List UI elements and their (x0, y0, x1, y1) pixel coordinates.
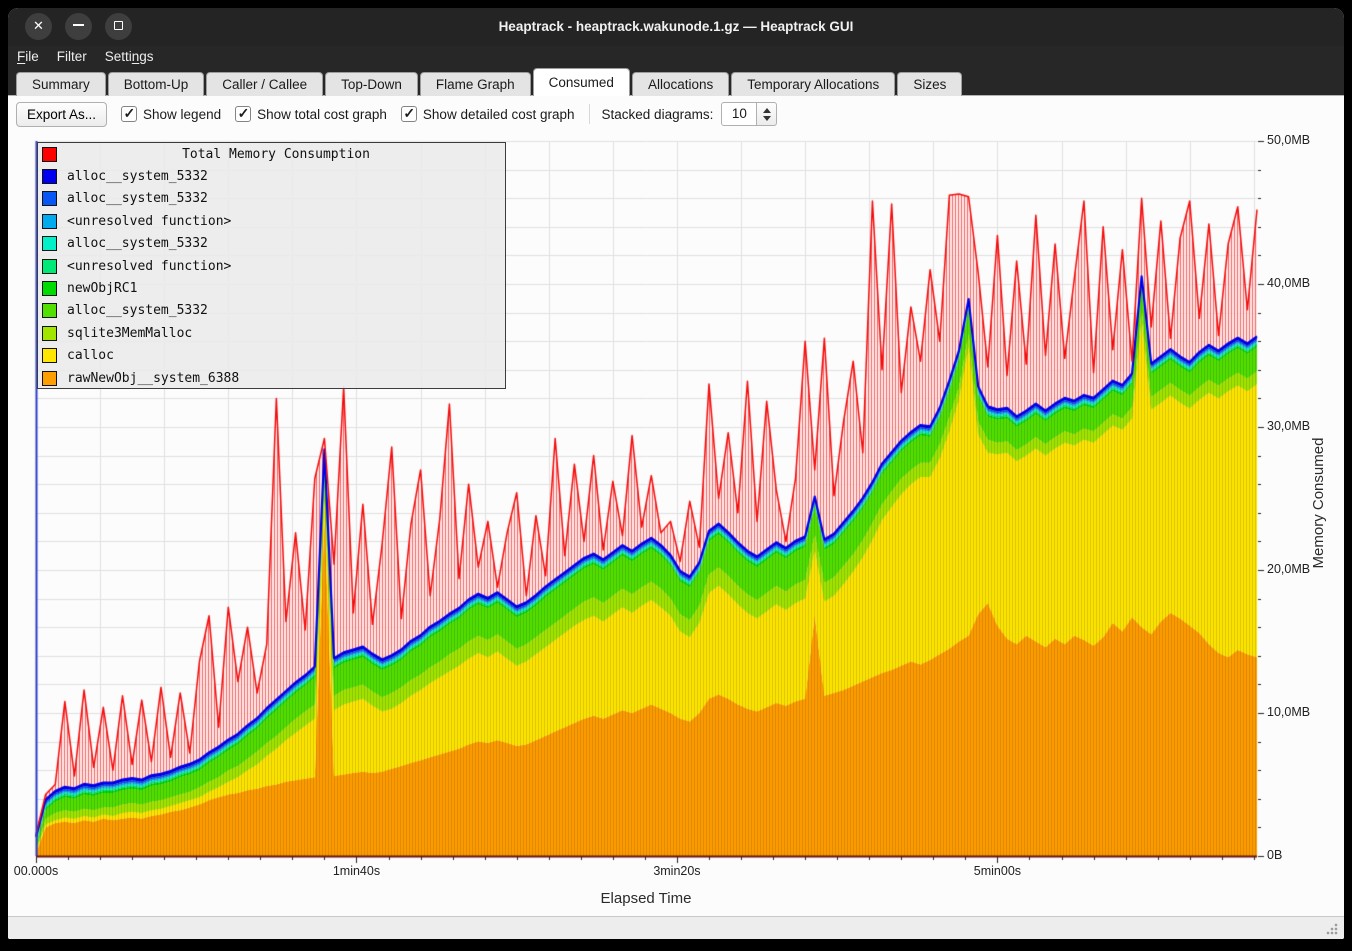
checkbox-label: Show legend (143, 106, 222, 122)
menu-item-settings[interactable]: Settings (104, 49, 154, 64)
tab-top-down[interactable]: Top-Down (325, 72, 418, 96)
legend-item: calloc (38, 345, 505, 367)
stepper-value[interactable]: 10 (721, 102, 758, 126)
x-tick-label: 5min00s (973, 864, 1022, 878)
tab-summary[interactable]: Summary (16, 72, 106, 96)
legend-label: sqlite3MemMalloc (67, 325, 193, 341)
legend-item: <unresolved function> (38, 255, 505, 277)
x-tick-label: 3min20s (653, 864, 701, 878)
legend-item: newObjRC1 (38, 277, 505, 299)
legend-item: alloc__system_5332 (38, 233, 505, 255)
legend-label: Total Memory Consumption (182, 146, 370, 162)
y-axis-title: Memory Consumed (1310, 437, 1327, 569)
y-tick-label: 40,0MB (1267, 276, 1311, 290)
y-tick-label: 50,0MB (1267, 133, 1311, 147)
legend-swatch (42, 348, 57, 364)
y-tick-label: 0B (1267, 848, 1283, 862)
legend-item: alloc__system_5332 (38, 165, 505, 187)
legend-swatch (42, 281, 57, 297)
legend-swatch (42, 191, 57, 207)
legend-swatch (42, 146, 57, 162)
tab-flame-graph[interactable]: Flame Graph (419, 72, 531, 96)
legend-label: alloc__system_5332 (67, 303, 208, 319)
chart-legend: Total Memory Consumption alloc__system_53… (37, 142, 506, 389)
legend-swatch (42, 303, 57, 319)
legend-label: <unresolved function> (67, 213, 232, 229)
legend-swatch (42, 236, 57, 252)
tab-bar: Summary Bottom-Up Caller / Callee Top-Down F… (8, 68, 1344, 96)
y-tick-label: 30,0MB (1267, 419, 1311, 433)
legend-swatch (42, 325, 57, 341)
spin-up-icon[interactable] (762, 107, 771, 113)
legend-swatch (42, 169, 57, 185)
legend-label: calloc (67, 348, 114, 364)
legend-item: alloc__system_5332 (38, 300, 505, 322)
stacked-diagrams-label: Stacked diagrams: (601, 106, 714, 122)
checkbox-show-total-cost-graph[interactable]: Show total cost graph (235, 105, 387, 122)
x-axis-title: Elapsed Time (600, 890, 692, 907)
status-bar (8, 916, 1344, 939)
tab-temporary-allocations[interactable]: Temporary Allocations (731, 72, 896, 96)
app-window: ✕ Heaptrack - heaptrack.wakunode.1.gz — … (8, 8, 1344, 939)
toolbar: Export As... Show legend Show total cost … (8, 96, 1344, 132)
resize-grip-icon[interactable] (1326, 923, 1338, 935)
legend-item: Total Memory Consumption (38, 143, 505, 165)
legend-item: alloc__system_5332 (38, 188, 505, 210)
tab-bottom-up[interactable]: Bottom-Up (107, 72, 205, 96)
legend-swatch (42, 213, 57, 229)
checkbox-icon[interactable] (121, 105, 138, 122)
minimize-icon[interactable] (65, 13, 92, 40)
legend-label: newObjRC1 (67, 281, 138, 297)
checkbox-label: Show detailed cost graph (422, 106, 575, 122)
spin-down-icon[interactable] (762, 115, 771, 121)
x-tick-label: 00.000s (13, 864, 59, 878)
legend-label: alloc__system_5332 (67, 236, 208, 252)
tab-caller-callee[interactable]: Caller / Callee (206, 72, 324, 96)
legend-item: sqlite3MemMalloc (38, 322, 505, 344)
menu-item-file[interactable]: File (17, 49, 39, 64)
legend-label: rawNewObj__system_6388 (67, 370, 240, 386)
maximize-icon[interactable] (105, 13, 132, 40)
legend-label: alloc__system_5332 (67, 191, 208, 207)
checkbox-icon[interactable] (235, 105, 252, 122)
window-title: Heaptrack - heaptrack.wakunode.1.gz — He… (498, 19, 854, 34)
checkbox-group: Show legend Show total cost graph Show det… (107, 105, 575, 122)
checkbox-show-detailed-cost-graph[interactable]: Show detailed cost graph (400, 105, 575, 122)
tab-sizes[interactable]: Sizes (897, 72, 963, 96)
tab-allocations[interactable]: Allocations (631, 72, 730, 96)
checkbox-label: Show total cost graph (257, 106, 387, 122)
x-tick-label: 1min40s (332, 864, 381, 878)
export-as-button[interactable]: Export As... (16, 101, 108, 127)
legend-label: <unresolved function> (67, 258, 232, 274)
menu-bar: File Filter Settings (8, 46, 1344, 68)
legend-swatch (42, 258, 57, 274)
close-icon[interactable]: ✕ (25, 13, 52, 40)
legend-swatch (42, 370, 57, 386)
stepper-arrows[interactable] (757, 102, 778, 126)
legend-item: rawNewObj__system_6388 (38, 367, 505, 389)
legend-item: <unresolved function> (38, 210, 505, 232)
y-tick-label: 10,0MB (1267, 705, 1311, 719)
checkbox-show-legend[interactable]: Show legend (121, 105, 222, 122)
y-tick-label: 20,0MB (1267, 562, 1311, 576)
tab-consumed[interactable]: Consumed (532, 68, 630, 96)
checkbox-icon[interactable] (400, 105, 417, 122)
toolbar-separator (588, 104, 590, 124)
title-bar: ✕ Heaptrack - heaptrack.wakunode.1.gz — … (8, 8, 1344, 46)
stacked-diagrams-stepper[interactable]: 10 (721, 102, 778, 126)
menu-item-filter[interactable]: Filter (56, 49, 87, 64)
consumed-chart: Total Memory Consumption alloc__system_53… (8, 132, 1344, 916)
legend-label: alloc__system_5332 (67, 169, 208, 185)
